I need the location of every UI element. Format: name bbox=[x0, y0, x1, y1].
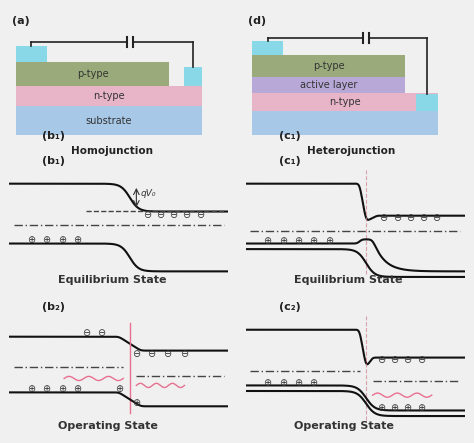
FancyBboxPatch shape bbox=[252, 77, 405, 93]
Text: qV₀: qV₀ bbox=[141, 189, 156, 198]
Text: ⊖: ⊖ bbox=[432, 214, 440, 223]
Text: ⊕: ⊕ bbox=[310, 236, 318, 246]
Text: Operating State: Operating State bbox=[294, 421, 394, 431]
Text: ⊖: ⊖ bbox=[391, 355, 399, 365]
Text: ⊖: ⊖ bbox=[181, 349, 189, 359]
Text: ⊖: ⊖ bbox=[419, 214, 427, 223]
FancyBboxPatch shape bbox=[252, 111, 438, 136]
Text: Homojunction: Homojunction bbox=[71, 146, 153, 156]
Text: n-type: n-type bbox=[93, 91, 125, 101]
Text: p-type: p-type bbox=[313, 61, 345, 71]
Text: p-type: p-type bbox=[77, 69, 109, 79]
Text: ⊖: ⊖ bbox=[417, 355, 425, 365]
Text: ⊖: ⊖ bbox=[156, 210, 164, 220]
Text: substrate: substrate bbox=[86, 116, 132, 126]
Text: ⊕: ⊕ bbox=[325, 236, 333, 246]
Text: ⊕: ⊕ bbox=[310, 378, 318, 389]
FancyBboxPatch shape bbox=[252, 41, 283, 55]
FancyBboxPatch shape bbox=[16, 62, 169, 86]
Text: ⊕: ⊕ bbox=[403, 403, 412, 413]
Text: Equilibrium State: Equilibrium State bbox=[58, 275, 166, 285]
Text: ⊕: ⊕ bbox=[279, 378, 287, 389]
Text: Operating State: Operating State bbox=[58, 421, 157, 431]
Text: ⊕: ⊕ bbox=[27, 235, 36, 245]
Text: ⊖: ⊖ bbox=[182, 210, 191, 220]
Text: ⊖: ⊖ bbox=[97, 327, 105, 338]
Text: n-type: n-type bbox=[329, 97, 361, 107]
Text: active layer: active layer bbox=[300, 80, 357, 90]
FancyBboxPatch shape bbox=[184, 67, 202, 86]
Text: Heterojunction: Heterojunction bbox=[307, 146, 395, 156]
Text: ⊕: ⊕ bbox=[417, 403, 425, 413]
Text: ⊕: ⊕ bbox=[294, 378, 302, 389]
Text: (c₁): (c₁) bbox=[279, 156, 301, 166]
Text: ⊕: ⊕ bbox=[115, 384, 123, 394]
FancyBboxPatch shape bbox=[16, 46, 46, 62]
Text: ⊕: ⊕ bbox=[27, 384, 36, 394]
Text: ⊕: ⊕ bbox=[377, 403, 385, 413]
Text: ⊕: ⊕ bbox=[43, 384, 51, 394]
Text: ⊕: ⊕ bbox=[58, 384, 66, 394]
Text: ⊖: ⊖ bbox=[380, 214, 388, 223]
Text: ⊕: ⊕ bbox=[58, 235, 66, 245]
Text: ⊖: ⊖ bbox=[377, 355, 385, 365]
FancyBboxPatch shape bbox=[252, 93, 438, 111]
Text: ⊕: ⊕ bbox=[294, 236, 302, 246]
Text: ⊖: ⊖ bbox=[196, 210, 204, 220]
Text: (b₁): (b₁) bbox=[42, 131, 65, 141]
Text: (b₁): (b₁) bbox=[42, 156, 65, 166]
Text: Equilibrium State: Equilibrium State bbox=[294, 275, 402, 285]
Text: ⊕: ⊕ bbox=[264, 236, 272, 246]
Text: ⊕: ⊕ bbox=[279, 236, 287, 246]
Text: ⊖: ⊖ bbox=[82, 327, 90, 338]
Text: ⊖: ⊖ bbox=[406, 214, 414, 223]
Text: ⊕: ⊕ bbox=[73, 235, 82, 245]
Text: (d): (d) bbox=[248, 16, 266, 26]
FancyBboxPatch shape bbox=[252, 55, 405, 77]
Text: (c₂): (c₂) bbox=[279, 302, 301, 312]
Text: (a): (a) bbox=[12, 16, 29, 26]
Text: ⊕: ⊕ bbox=[43, 235, 51, 245]
Text: (c₁): (c₁) bbox=[279, 131, 301, 141]
FancyBboxPatch shape bbox=[16, 106, 202, 136]
Text: ⊖: ⊖ bbox=[170, 210, 178, 220]
Text: ⊖: ⊖ bbox=[143, 210, 151, 220]
Text: ⊕: ⊕ bbox=[264, 378, 272, 389]
Text: ⊖: ⊖ bbox=[147, 349, 156, 359]
Text: ⊕: ⊕ bbox=[391, 403, 399, 413]
Text: (b₂): (b₂) bbox=[42, 302, 65, 312]
FancyBboxPatch shape bbox=[16, 86, 202, 106]
Text: ⊖: ⊖ bbox=[132, 349, 140, 359]
Text: ⊕: ⊕ bbox=[73, 384, 82, 394]
Text: ⊖: ⊖ bbox=[392, 214, 401, 223]
Text: ⊖: ⊖ bbox=[163, 349, 171, 359]
Text: ⊖: ⊖ bbox=[403, 355, 412, 365]
FancyBboxPatch shape bbox=[416, 94, 438, 111]
Text: ⊕: ⊕ bbox=[132, 398, 140, 408]
